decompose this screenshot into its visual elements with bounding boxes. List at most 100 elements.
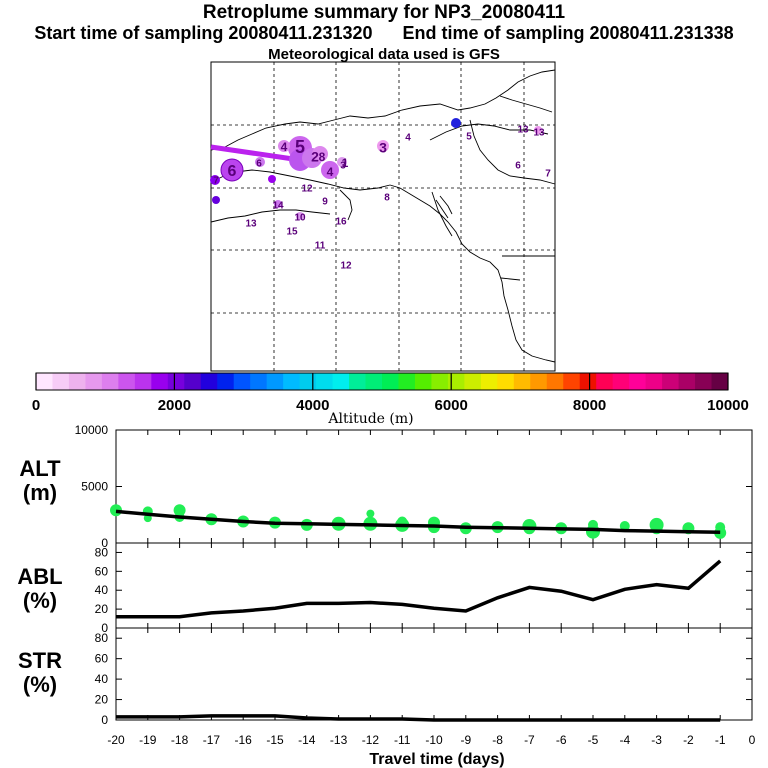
x-tick-label: -20 (107, 733, 125, 747)
colorbar-tick-label: 2000 (158, 397, 191, 414)
x-tick-label: -3 (651, 733, 662, 747)
colorbar-cell (612, 373, 630, 390)
map-time-label: 6 (228, 163, 237, 180)
alt-panel-label-line1: ALT (19, 456, 61, 481)
colorbar-cell (365, 373, 383, 390)
map-time-label: 3 (379, 140, 387, 156)
map-time-label: 6 (256, 159, 262, 170)
map-time-label: 4 (327, 165, 334, 179)
colorbar-cell (349, 373, 367, 390)
colorbar-cell (68, 373, 86, 390)
x-tick-label: -15 (266, 733, 284, 747)
series-line (116, 559, 722, 619)
plume-marker (268, 175, 276, 183)
altitude-point (714, 526, 727, 539)
map-time-label: 14 (272, 201, 284, 212)
altitude-point (366, 509, 375, 518)
map-time-label: 8 (319, 150, 326, 164)
plume-marker (220, 158, 244, 182)
colorbar-cell (134, 373, 152, 390)
colorbar-cell (118, 373, 136, 390)
map-time-label: 10 (294, 213, 306, 224)
x-tick-label: -16 (235, 733, 253, 747)
map-time-label: 13 (533, 128, 545, 139)
colorbar-cell (480, 373, 498, 390)
map-time-label: 8 (384, 193, 390, 204)
y-tick-label: 80 (95, 545, 109, 559)
map-time-label: 7 (213, 176, 219, 187)
panel-2-plot: 0 20 40 60 80 (95, 627, 753, 727)
x-tick-label: -10 (425, 733, 443, 747)
x-tick-label: -19 (139, 733, 157, 747)
y-tick-label: 5000 (81, 480, 108, 494)
colorbar-cell (447, 373, 465, 390)
map-time-label: 2 (311, 149, 319, 165)
map-time-label: 15 (286, 227, 298, 238)
map-time-label: 16 (335, 217, 347, 228)
x-tick-label: -7 (524, 733, 535, 747)
colorbar-cell (382, 373, 399, 390)
colorbar-cell (596, 373, 614, 390)
map-time-label: 13 (245, 219, 257, 230)
altitude-point (619, 521, 630, 532)
y-tick-label: 20 (95, 602, 109, 616)
y-tick-label: 0 (101, 621, 108, 635)
plume-marker (296, 212, 304, 220)
plume-marker (337, 157, 347, 167)
x-tick-label: -9 (460, 733, 471, 747)
colorbar-cell (513, 373, 531, 390)
panel-1-plot: 0 20 40 60 80 (95, 542, 753, 635)
alt-panel: ALT (m) (19, 456, 61, 505)
x-tick-label: -18 (171, 733, 189, 747)
y-tick-label: 10000 (75, 423, 109, 437)
x-tick-label: -2 (683, 733, 694, 747)
met-data-note: Meteorological data used is GFS (268, 46, 500, 63)
colorbar-tick-label: 8000 (573, 397, 606, 414)
colorbar-cell (662, 373, 680, 390)
altitude-point (586, 524, 600, 539)
colorbar-cell (167, 373, 185, 390)
colorbar-cell (250, 373, 268, 390)
colorbar-cell (316, 373, 334, 390)
plume-marker (377, 140, 389, 152)
colorbar-cell (233, 373, 251, 390)
alt-panel-label-line2: (m) (23, 480, 57, 505)
y-tick-label: 40 (95, 583, 109, 597)
colorbar-cell (563, 373, 581, 390)
colorbar-cell (530, 373, 548, 390)
y-tick-label: 0 (101, 536, 108, 550)
y-tick-label: 20 (95, 693, 109, 707)
map-time-label: 5 (295, 137, 305, 157)
plume-track (210, 144, 301, 163)
colorbar-cell (299, 373, 317, 390)
y-tick-label: 80 (95, 631, 109, 645)
plume-marker (255, 157, 265, 167)
colorbar-cell (579, 373, 597, 390)
abl-panel: ABL (%) (17, 564, 62, 613)
colorbar-cells (36, 373, 729, 390)
map-time-label: 12 (301, 184, 313, 195)
x-axis: -20 -19 -18 -17 -16 -15 -14 -13 -12 -11 -10 -9 -8 -7-… (107, 733, 755, 747)
colorbar-cell (332, 373, 350, 390)
colorbar-cell (497, 373, 515, 390)
timeseries-panels: ALT (m) ABL (%) STR (%) 0 5000 10000 0 20 40 6… (17, 423, 755, 768)
plume-marker (534, 126, 542, 134)
x-tick-label: -6 (556, 733, 567, 747)
colorbar-cell (151, 373, 169, 390)
map-time-label: 3 (340, 161, 346, 172)
series-line (115, 509, 721, 535)
colorbar-cell (431, 373, 449, 390)
series-line (116, 714, 721, 722)
plume-marker (312, 146, 328, 162)
map-time-label: 11 (315, 241, 326, 252)
x-tick-label: -14 (298, 733, 316, 747)
colorbar-cell (266, 373, 284, 390)
x-tick-label: 0 (749, 733, 756, 747)
colorbar-cell (184, 373, 202, 390)
colorbar-cell (546, 373, 564, 390)
colorbar-tick-label: 6000 (435, 397, 468, 414)
plume-path (210, 118, 542, 220)
colorbar-axis-label: Altitude (m) (327, 411, 413, 427)
x-tick-label: -4 (619, 733, 630, 747)
